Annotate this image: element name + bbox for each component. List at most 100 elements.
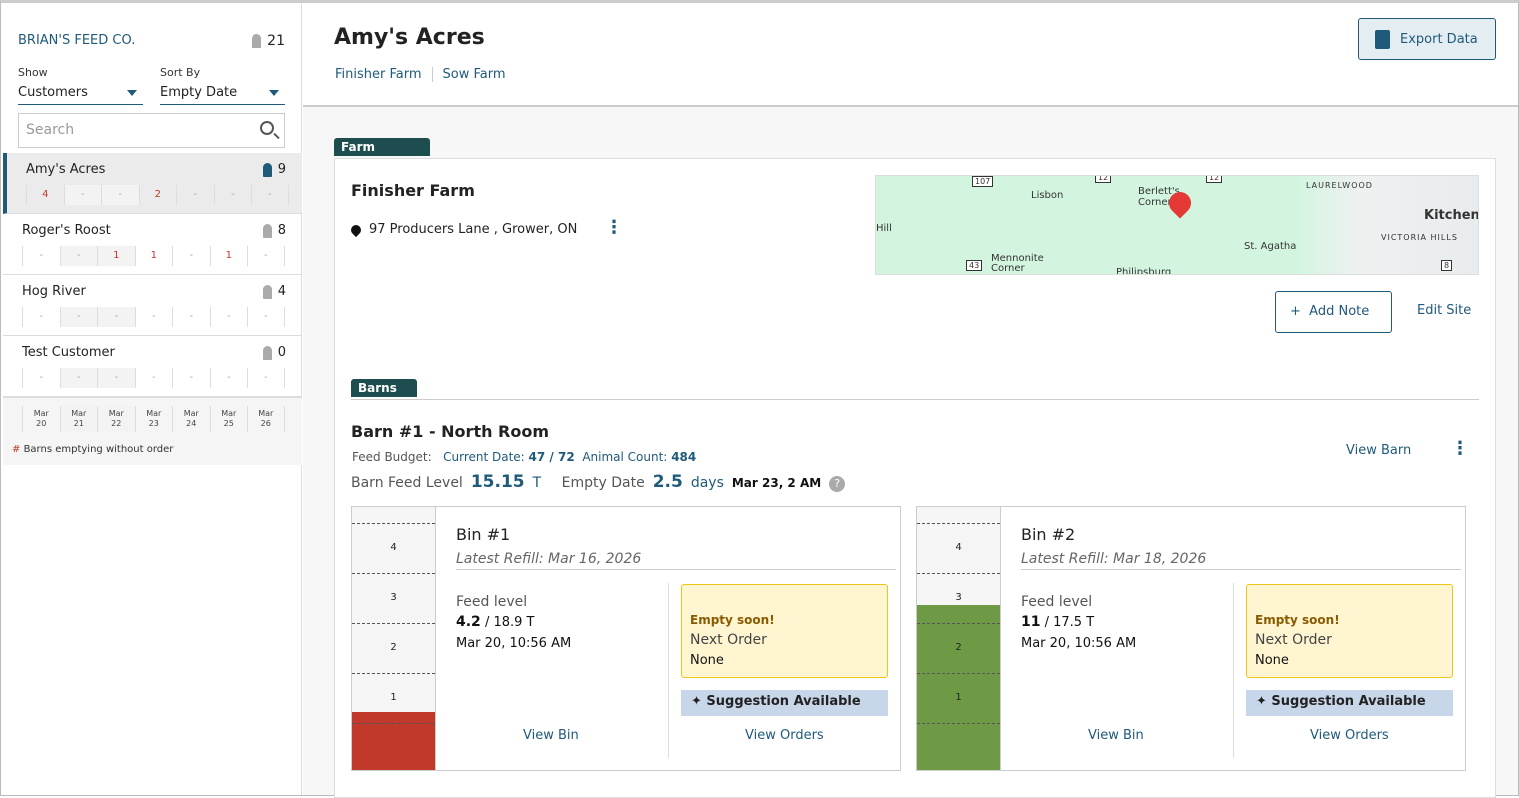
search-input[interactable]: Search	[18, 113, 285, 148]
gauge-tick: 2	[917, 623, 1000, 673]
farm-address: 97 Producers Lane , Grower, ON	[348, 222, 577, 237]
gauge-tick: 4	[352, 523, 435, 573]
date-cell: Mar 21	[59, 406, 97, 432]
day-count-cell: -	[213, 185, 252, 205]
barn-count: 4	[262, 284, 286, 299]
date-cell: Mar 24	[172, 406, 210, 432]
barns-tag: Barns	[351, 379, 417, 397]
customer-item[interactable]: Hog River 4- - - - - - -	[3, 275, 302, 336]
day-count-cell: -	[63, 185, 101, 205]
plus-icon: +	[1290, 304, 1310, 319]
bin-card: 4 3 2 1 Bin #1 Latest Refill: Mar 16, 2026 F…	[351, 506, 901, 771]
day-count-cell: -	[251, 185, 289, 205]
customer-name: Amy's Acres	[26, 162, 106, 177]
silo-icon	[262, 162, 272, 177]
sort-label: Sort By	[160, 66, 201, 79]
sort-select[interactable]: Empty Date	[160, 83, 285, 105]
customer-name: Hog River	[22, 284, 86, 299]
day-count-cell: -	[247, 368, 285, 388]
page-title: Amy's Acres	[334, 25, 485, 50]
empty-soon-alert: Empty soon! Next Order None	[681, 584, 888, 678]
tab-sow-farm[interactable]: Sow Farm	[431, 67, 516, 82]
location-pin-icon	[348, 222, 364, 237]
barn-more-icon[interactable]: ⋮	[1451, 438, 1469, 459]
gauge-fill	[917, 604, 1000, 770]
day-count-cell: -	[247, 307, 285, 327]
customer-name: Test Customer	[22, 345, 115, 360]
farm-name: Finisher Farm	[351, 181, 475, 200]
customer-item[interactable]: Roger's Roost 8- -1 1-1-	[3, 214, 302, 275]
day-count-cell: -	[247, 246, 285, 266]
customer-name: Roger's Roost	[22, 223, 111, 238]
date-cell: Mar 22	[97, 406, 135, 432]
show-label: Show	[18, 66, 48, 79]
customer-item[interactable]: Amy's Acres 9 4- -2- - -	[3, 153, 302, 214]
farm-tabs: Finisher Farm Sow Farm	[335, 67, 516, 82]
view-orders-link[interactable]: View Orders	[1310, 728, 1389, 743]
view-barn-link[interactable]: View Barn	[1346, 443, 1412, 458]
date-legend: Mar 20 Mar 21 Mar 22 Mar 23 Mar 24 Mar 25 Mar 26 # Ba…	[3, 397, 302, 465]
help-icon[interactable]: ?	[829, 476, 846, 492]
caret-down-icon	[269, 90, 279, 101]
day-count-cell: -	[172, 307, 210, 327]
farm-map[interactable]: Lisbon Berlett's Corner Hill Mennonite C…	[875, 175, 1479, 275]
divider	[1233, 583, 1234, 758]
day-count-cell: 1	[97, 246, 135, 266]
page-header: Amy's Acres Finisher Farm Sow Farm Expor…	[303, 3, 1518, 107]
edit-site-link[interactable]: Edit Site	[1417, 303, 1472, 318]
day-count-cell: -	[59, 246, 97, 266]
view-bin-link[interactable]: View Bin	[523, 728, 579, 743]
view-bin-link[interactable]: View Bin	[1088, 728, 1144, 743]
day-count-cell: -	[22, 307, 60, 327]
day-count-cell: -	[134, 307, 173, 327]
day-count-cell: -	[59, 368, 97, 388]
bin-name: Bin #1	[456, 525, 511, 544]
gauge-fill	[352, 711, 435, 770]
search-icon[interactable]	[260, 121, 274, 135]
show-select[interactable]: Customers	[18, 83, 143, 105]
day-count-cell: -	[209, 307, 248, 327]
brand-name: BRIAN'S FEED CO.	[18, 33, 136, 48]
date-cell: Mar 25	[209, 406, 248, 432]
day-count-cell: -	[209, 368, 248, 388]
add-note-button[interactable]: + Add Note	[1275, 291, 1392, 333]
sparkle-icon: ✦	[691, 694, 707, 709]
day-count-cell: -	[22, 368, 60, 388]
export-document-icon	[1375, 29, 1390, 49]
gauge-tick: 1	[917, 673, 1000, 723]
date-cell: Mar 26	[247, 406, 285, 432]
farm-more-icon[interactable]: ⋮	[605, 217, 623, 238]
latest-refill: Latest Refill: Mar 18, 2026	[1021, 551, 1461, 570]
feed-budget: Feed Budget: Current Date: 47 / 72 Anima…	[352, 450, 697, 464]
divider	[668, 583, 669, 758]
day-count-cell: -	[101, 185, 139, 205]
day-count-cell: 1	[134, 246, 173, 266]
day-count-cell: -	[97, 368, 135, 388]
customer-item[interactable]: Test Customer 0- - - - - - -	[3, 336, 302, 397]
suggestion-available-button[interactable]: ✦ Suggestion Available	[1246, 690, 1453, 716]
silo-icon	[262, 345, 272, 360]
feed-level: Feed level 11 / 17.5 T Mar 20, 10:56 AM	[1021, 594, 1137, 651]
barn-title: Barn #1 - North Room	[351, 422, 550, 441]
date-cell: Mar 20	[22, 406, 60, 432]
barn-count: 0	[262, 345, 286, 360]
sidebar: BRIAN'S FEED CO. 2 1 Show Customers Sort …	[3, 3, 302, 795]
barn-count: 8	[262, 223, 286, 238]
main-content: Farm Finisher Farm 97 Producers Lane , G…	[303, 107, 1518, 798]
farm-card: Finisher Farm 97 Producers Lane , Grower…	[334, 158, 1496, 798]
export-data-button[interactable]: Export Data	[1358, 18, 1496, 60]
day-count-cell: -	[59, 307, 97, 327]
caret-down-icon	[127, 90, 137, 101]
farm-tag: Farm	[334, 138, 430, 156]
day-count-cell: 1	[209, 246, 248, 266]
empty-soon-alert: Empty soon! Next Order None	[1246, 584, 1453, 678]
gauge-tick: 2	[352, 623, 435, 673]
silo-icon	[262, 223, 272, 238]
day-count-cell: 2	[138, 185, 177, 205]
gauge-tick: 4	[917, 523, 1000, 573]
tab-finisher-farm[interactable]: Finisher Farm	[335, 67, 422, 82]
view-orders-link[interactable]: View Orders	[745, 728, 824, 743]
suggestion-available-button[interactable]: ✦ Suggestion Available	[681, 690, 888, 716]
gauge-tick: 3	[917, 573, 1000, 623]
